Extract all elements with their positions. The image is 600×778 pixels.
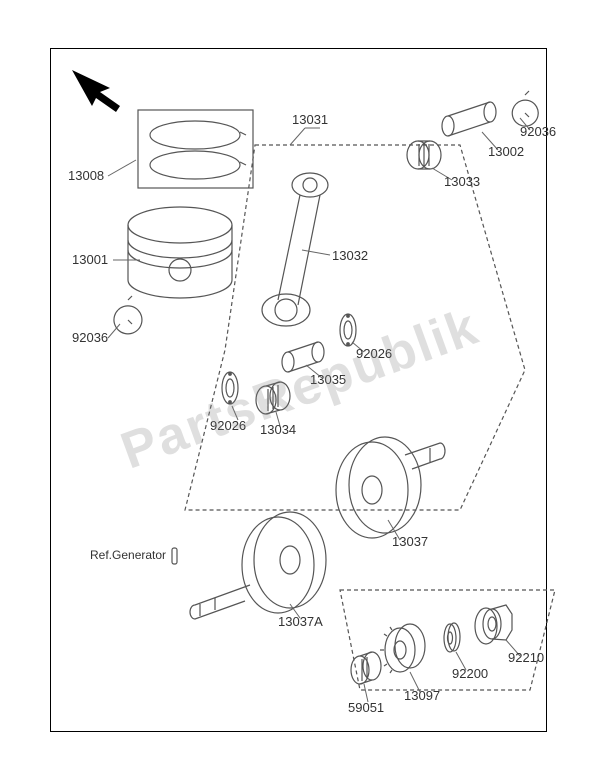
ring-top [150,121,240,149]
label-92200: 92200 [452,666,488,681]
label-13034: 13034 [260,422,296,437]
piston-pin-icon [442,102,496,136]
label-92026-right: 92026 [356,346,392,361]
label-92210: 92210 [508,650,544,665]
arrow-icon [72,70,120,112]
crank-pin-icon [282,342,324,372]
label-92026-left: 92026 [210,418,246,433]
gear-icon [380,624,425,673]
label-13035: 13035 [310,372,346,387]
assembly-box [185,145,525,510]
label-13008: 13008 [68,168,104,183]
ref-pin-icon [172,548,177,564]
ring-bottom [150,151,240,179]
label-13033: 13033 [444,174,480,189]
bigend-bearing-icon [256,382,290,414]
conrod-icon [262,173,328,326]
label-13031: 13031 [292,112,328,127]
crank-left-icon [190,512,326,619]
label-92036-left: 92036 [72,330,108,345]
crank-right-icon [336,437,445,538]
label-13002: 13002 [488,144,524,159]
spline-collar-icon [351,652,381,684]
washer-right-icon [340,314,356,346]
label-13001: 13001 [72,252,108,267]
label-13037A: 13037A [278,614,323,629]
ref-generator-text: Ref.Generator [90,548,166,562]
label-13097: 13097 [404,688,440,703]
washer-left-icon [222,372,238,404]
piston-icon [128,207,232,298]
flat-washer-icon [444,623,460,652]
circlip-left-icon [114,296,142,334]
label-59051: 59051 [348,700,384,715]
label-13032: 13032 [332,248,368,263]
nut-icon [475,605,512,644]
label-92036-right: 92036 [520,124,556,139]
diagram-canvas: 13008 13001 92036 13031 13032 13035 1303… [0,0,600,778]
circlip-right-icon [512,91,538,126]
label-13037: 13037 [392,534,428,549]
